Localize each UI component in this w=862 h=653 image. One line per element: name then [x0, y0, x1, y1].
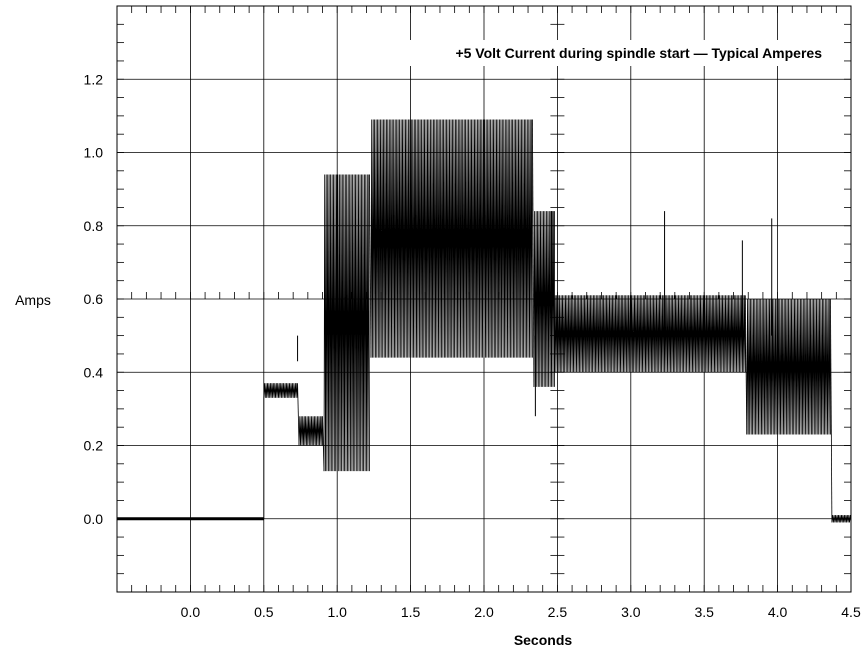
series: [117, 119, 852, 523]
x-tick-label: 3.0: [621, 604, 641, 620]
series-connector: [830, 298, 833, 523]
y-tick-label: 1.0: [84, 145, 104, 161]
series-segment: [323, 174, 370, 472]
x-tick-label: 1.0: [327, 604, 347, 620]
series-segment: [746, 298, 831, 435]
x-tick-label: 2.5: [548, 604, 568, 620]
x-tick-label: 1.5: [401, 604, 421, 620]
series-segment: [831, 515, 852, 523]
chart-title: +5 Volt Current during spindle start — T…: [455, 45, 822, 61]
series-connector: [297, 383, 300, 446]
series-segment: [370, 119, 533, 358]
y-tick-label: 0.4: [84, 364, 104, 380]
y-tick-label: 0.8: [84, 218, 104, 234]
x-tick-label: 0.0: [181, 604, 201, 620]
x-axis-label: Seconds: [514, 632, 573, 648]
x-tick-label: 3.5: [694, 604, 714, 620]
y-tick-label: 0.2: [84, 438, 104, 454]
x-tick-label: 0.5: [254, 604, 274, 620]
x-tick-label: 4.0: [768, 604, 788, 620]
x-tick-label: 4.5: [841, 604, 861, 620]
y-tick-label: 0.0: [84, 511, 104, 527]
y-tick-label: 0.6: [84, 291, 104, 307]
y-axis-label: Amps: [15, 292, 51, 308]
x-tick-labels: 0.0 0.5 1.0 1.5 2.0 2.5 3.0 3.5 4.0 4.5: [181, 604, 861, 620]
y-tick-label: 1.2: [84, 71, 104, 87]
title-background: [350, 40, 830, 66]
x-tick-label: 2.0: [474, 604, 494, 620]
series-segment: [554, 295, 746, 373]
series-segment: [298, 416, 323, 446]
y-tick-labels: 0.0 0.2 0.4 0.6 0.8 1.0 1.2: [84, 71, 104, 527]
series-connector: [532, 119, 535, 387]
series-segment: [263, 383, 298, 398]
